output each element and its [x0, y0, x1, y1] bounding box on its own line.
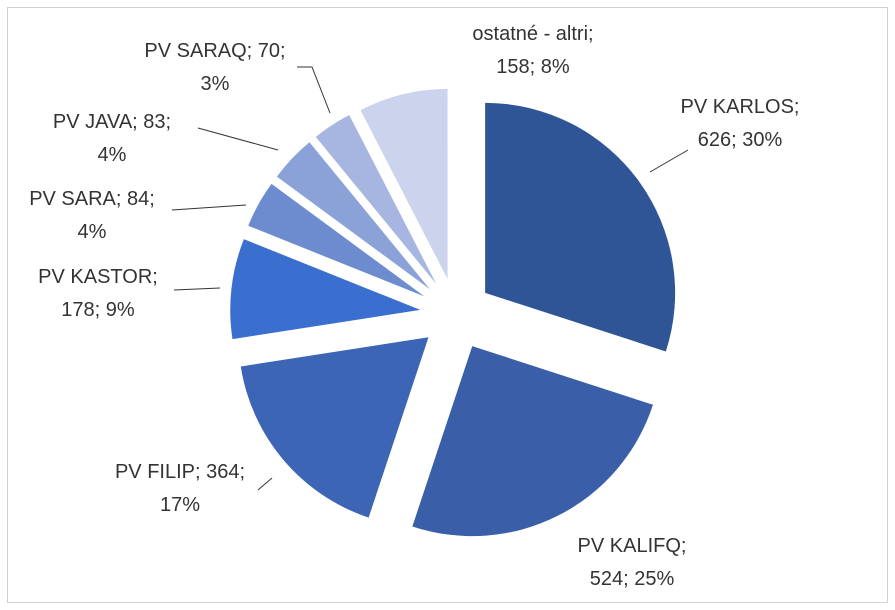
- leader-line: [173, 287, 221, 291]
- pie-slice: [230, 239, 421, 340]
- pie-slice: [360, 89, 448, 280]
- data-label: PV SARA; 84; 4%: [29, 188, 155, 243]
- pie-slice: [240, 337, 429, 518]
- leader-line: [197, 127, 279, 151]
- pie-slice: [485, 102, 676, 352]
- data-label: PV SARAQ; 70; 3%: [144, 40, 285, 95]
- pie-slice: [248, 183, 425, 297]
- data-label: PV KARLOS; 626; 30%: [681, 96, 800, 151]
- pie-slice: [412, 346, 653, 537]
- data-label: ostatné - altri; 158; 8%: [472, 23, 593, 78]
- data-label: PV JAVA; 83; 4%: [53, 111, 171, 166]
- leader-line: [649, 149, 689, 173]
- leader-line: [171, 204, 247, 211]
- data-label: PV KASTOR; 178; 9%: [38, 266, 158, 321]
- pie-slice: [276, 142, 430, 290]
- leader-line: [257, 477, 273, 491]
- pie-slice: [315, 115, 437, 284]
- data-label: PV KALIFQ; 524; 25%: [578, 535, 687, 590]
- data-label: PV FILIP; 364; 17%: [115, 461, 245, 516]
- leader-line: [297, 66, 331, 114]
